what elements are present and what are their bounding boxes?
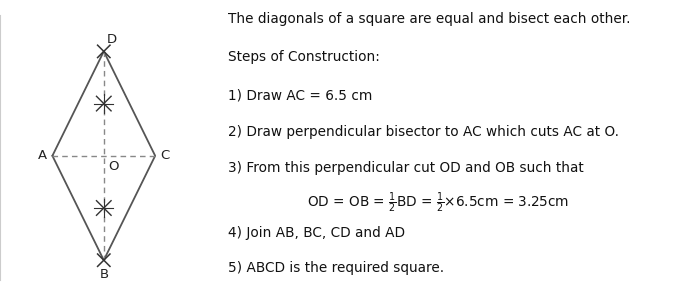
Text: 5) ABCD is the required square.: 5) ABCD is the required square. <box>228 261 444 275</box>
Text: 2) Draw perpendicular bisector to AC which cuts AC at O.: 2) Draw perpendicular bisector to AC whi… <box>228 125 619 139</box>
Text: 3) From this perpendicular cut OD and OB such that: 3) From this perpendicular cut OD and OB… <box>228 161 584 175</box>
Text: 1) Draw AC = 6.5 cm: 1) Draw AC = 6.5 cm <box>228 88 373 102</box>
Text: A: A <box>38 149 48 162</box>
Text: Steps of Construction:: Steps of Construction: <box>228 50 380 64</box>
Text: The diagonals of a square are equal and bisect each other.: The diagonals of a square are equal and … <box>228 12 630 26</box>
Text: D: D <box>107 33 117 46</box>
Text: O: O <box>108 160 118 173</box>
Text: 4) Join AB, BC, CD and AD: 4) Join AB, BC, CD and AD <box>228 226 405 240</box>
Text: C: C <box>160 149 169 162</box>
Text: B: B <box>100 268 109 281</box>
Text: OD = OB = $\frac{1}{2}$BD = $\frac{1}{2}$$\times$6.5cm = 3.25cm: OD = OB = $\frac{1}{2}$BD = $\frac{1}{2}… <box>307 190 570 214</box>
